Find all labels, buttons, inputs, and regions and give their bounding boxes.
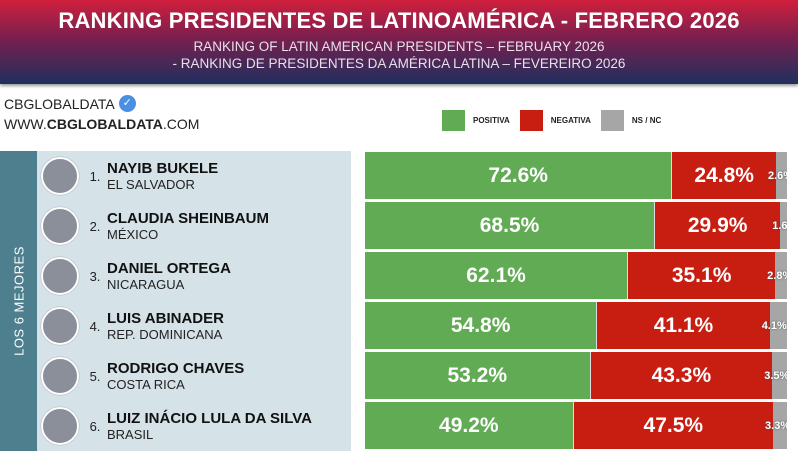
president-avatar — [41, 407, 79, 445]
data-label-nsnc: 4.1% — [761, 319, 787, 332]
page-title: RANKING PRESIDENTES DE LATINOAMÉRICA - F… — [58, 8, 740, 33]
stacked-bar: 54.8% 41.1% 4.1% — [365, 302, 787, 349]
data-label-negative: 43.3% — [651, 363, 712, 387]
president-row: 5. RODRIGO CHAVES COSTA RICA — [37, 351, 351, 401]
country: REP. DOMINICANA — [107, 327, 223, 342]
country: NICARAGUA — [107, 277, 185, 292]
url-suffix: .COM — [162, 116, 200, 132]
bar-segment-negative: 47.5% — [572, 402, 774, 449]
data-label-negative: 47.5% — [643, 413, 704, 437]
president-row: 2. CLAUDIA SHEINBAUM MÉXICO — [37, 201, 351, 251]
rank: 2. — [89, 218, 101, 234]
data-label-positive: 62.1% — [466, 263, 526, 287]
url-bold: CBGLOBALDATA — [46, 116, 163, 132]
data-label-nsnc: 3.3% — [765, 419, 787, 432]
data-label-negative: 41.1% — [653, 313, 714, 337]
bar-segment-negative: 43.3% — [589, 352, 773, 399]
side-label-strip: LOS 6 MEJORES — [0, 151, 37, 451]
president-row: 3. DANIEL ORTEGA NICARAGUA — [37, 251, 351, 301]
brand: CBGLOBALDATA ✓ WWW.CBGLOBALDATA.COM — [4, 95, 199, 132]
subtitle-english: RANKING OF LATIN AMERICAN PRESIDENTS – F… — [193, 39, 605, 54]
legend-label-negative: NEGATIVA — [550, 116, 591, 125]
data-label-positive: 72.6% — [488, 163, 548, 187]
bar-segment-negative: 29.9% — [654, 202, 781, 249]
bar-segment-nsnc: 2.6% — [768, 152, 787, 199]
stacked-bar: 53.2% 43.3% 3.5% — [365, 352, 787, 399]
president-name: RODRIGO CHAVES — [107, 360, 245, 377]
rank: 1. — [89, 168, 101, 184]
bar-segment-negative: 35.1% — [627, 252, 776, 299]
bar-segment-nsnc: 3.3% — [765, 402, 787, 449]
bar-segment-positive: 62.1% — [365, 252, 628, 299]
legend-label-positive: POSITIVA — [473, 116, 510, 125]
legend-swatch-positive — [442, 110, 465, 131]
brand-url[interactable]: WWW.CBGLOBALDATA.COM — [4, 116, 199, 132]
data-label-positive: 49.2% — [439, 413, 499, 437]
bar-segment-positive: 53.2% — [365, 352, 590, 399]
verified-badge-icon: ✓ — [118, 95, 136, 112]
president-name: NAYIB BUKELE — [107, 160, 219, 177]
bar-segment-nsnc: 2.8% — [767, 252, 787, 299]
rank: 4. — [89, 318, 101, 334]
legend: POSITIVA NEGATIVA NS / NC — [442, 110, 671, 131]
stacked-bar: 62.1% 35.1% 2.8% — [365, 252, 787, 299]
bar-segment-negative: 41.1% — [596, 302, 770, 349]
bar-segment-negative: 24.8% — [671, 152, 776, 199]
stacked-bar: 68.5% 29.9% 1.6% — [365, 202, 787, 249]
president-row: 1. NAYIB BUKELE EL SALVADOR — [37, 151, 351, 201]
president-name: DANIEL ORTEGA — [107, 260, 231, 277]
legend-swatch-nsnc — [600, 110, 624, 131]
bar-segment-nsnc: 4.1% — [762, 302, 787, 349]
president-avatar — [41, 357, 79, 395]
data-label-nsnc: 2.6% — [768, 169, 787, 182]
data-label-nsnc: 1.6% — [772, 219, 787, 232]
url-prefix: WWW. — [4, 116, 47, 132]
president-avatar — [41, 157, 79, 195]
president-name: CLAUDIA SHEINBAUM — [107, 210, 269, 227]
rank: 5. — [89, 368, 101, 384]
data-label-nsnc: 3.5% — [764, 369, 787, 382]
legend-swatch-negative — [519, 110, 543, 131]
rank: 3. — [89, 268, 101, 284]
data-label-negative: 29.9% — [687, 213, 748, 237]
president-avatar — [41, 257, 79, 295]
country: COSTA RICA — [107, 377, 185, 392]
country: BRASIL — [107, 427, 154, 442]
data-label-positive: 54.8% — [450, 313, 511, 337]
country: MÉXICO — [107, 227, 159, 242]
bar-segment-positive: 49.2% — [365, 402, 573, 449]
data-label-positive: 53.2% — [447, 363, 508, 387]
country: EL SALVADOR — [107, 177, 195, 192]
bar-segment-positive: 72.6% — [365, 152, 672, 199]
brand-name: CBGLOBALDATA — [4, 95, 115, 112]
side-label: LOS 6 MEJORES — [11, 246, 26, 356]
president-avatar — [41, 207, 79, 245]
president-name: LUIS ABINADER — [107, 310, 224, 327]
bar-segment-nsnc: 3.5% — [764, 352, 787, 399]
legend-label-nsnc: NS / NC — [631, 116, 662, 125]
president-row: 4. LUIS ABINADER REP. DOMINICANA — [37, 301, 351, 351]
data-label-negative: 24.8% — [694, 163, 754, 187]
data-label-nsnc: 2.8% — [767, 269, 787, 282]
stacked-bar: 49.2% 47.5% 3.3% — [365, 402, 787, 449]
data-label-positive: 68.5% — [479, 213, 540, 237]
bar-segment-positive: 54.8% — [365, 302, 597, 349]
president-avatar — [41, 307, 79, 345]
rank: 6. — [89, 418, 101, 434]
subtitle-portuguese: - RANKING DE PRESIDENTES DA AMÉRICA LATI… — [172, 56, 626, 71]
bar-segment-positive: 68.5% — [365, 202, 655, 249]
stacked-bar: 72.6% 24.8% 2.6% — [365, 152, 787, 199]
header-banner: RANKING PRESIDENTES DE LATINOAMÉRICA - F… — [0, 0, 798, 84]
bar-segment-nsnc: 1.6% — [772, 202, 787, 249]
president-row: 6. LUIZ INÁCIO LULA DA SILVA BRASIL — [37, 401, 351, 451]
data-label-negative: 35.1% — [671, 263, 732, 287]
names-panel — [0, 151, 351, 451]
president-name: LUIZ INÁCIO LULA DA SILVA — [107, 410, 312, 427]
